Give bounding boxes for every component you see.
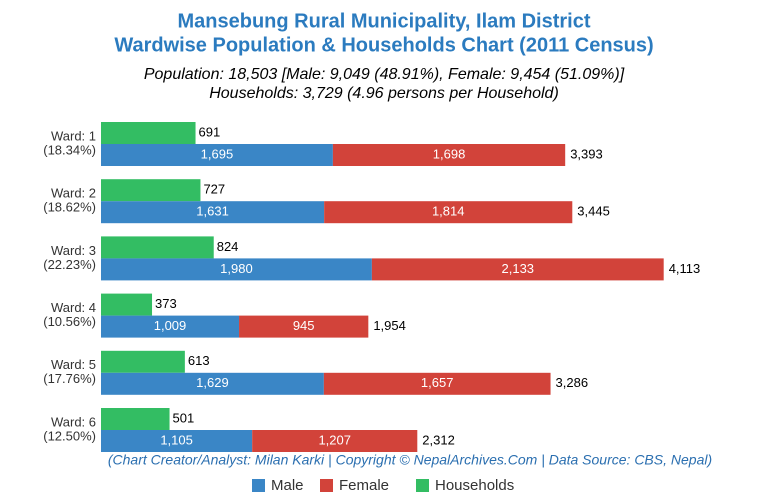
y-tick-label: (10.56%) — [43, 314, 96, 329]
y-tick-label: (18.62%) — [43, 200, 96, 215]
footer-note: (Chart Creator/Analyst: Milan Karki | Co… — [108, 452, 712, 468]
bar — [101, 236, 214, 259]
chart-title: Mansebung Rural Municipality, Ilam Distr… — [177, 10, 590, 32]
value-label: 1,698 — [433, 146, 466, 161]
bar — [101, 144, 333, 166]
value-label: 1,980 — [220, 261, 253, 276]
value-label: 1,814 — [432, 204, 465, 219]
y-tick-label: Ward: 2 — [51, 186, 96, 201]
value-label: 1,105 — [160, 432, 193, 447]
value-label: 1,657 — [421, 375, 454, 390]
bar — [101, 179, 201, 202]
bar — [101, 258, 372, 281]
value-label: 1,207 — [318, 432, 351, 447]
value-label: 613 — [188, 353, 210, 368]
bar — [101, 293, 153, 316]
total-label: 2,312 — [422, 432, 455, 447]
bar — [101, 430, 253, 452]
y-tick-label: (22.23%) — [43, 257, 96, 272]
legend-swatch — [416, 479, 429, 492]
chart-subtitle: Population: 18,503 [Male: 9,049 (48.91%)… — [144, 66, 625, 83]
chart-title: Wardwise Population & Households Chart (… — [114, 34, 653, 56]
value-label: 2,133 — [502, 261, 535, 276]
bar — [101, 315, 240, 338]
value-label: 727 — [203, 182, 225, 197]
bar — [101, 408, 170, 430]
value-label: 1,009 — [154, 318, 187, 333]
y-tick-label: Ward: 1 — [51, 128, 96, 143]
legend-label: Male — [271, 477, 304, 493]
bar — [371, 258, 664, 281]
bar — [252, 430, 418, 452]
value-label: 1,631 — [196, 204, 229, 219]
value-label: 945 — [293, 318, 315, 333]
y-tick-label: Ward: 4 — [51, 300, 96, 315]
total-label: 4,113 — [669, 261, 701, 276]
y-tick-label: Ward: 6 — [51, 414, 96, 429]
bar — [239, 315, 369, 338]
value-label: 501 — [173, 410, 195, 425]
total-label: 3,286 — [556, 375, 589, 390]
y-tick-label: (17.76%) — [43, 371, 96, 386]
legend-label: Households — [435, 477, 514, 493]
legend-label: Female — [339, 477, 389, 493]
bar — [332, 144, 566, 166]
y-tick-label: (12.50%) — [43, 428, 96, 443]
total-label: 1,954 — [373, 318, 406, 333]
bar — [101, 201, 325, 224]
bar — [324, 201, 573, 224]
y-tick-label: (18.34%) — [43, 142, 96, 157]
total-label: 3,445 — [577, 204, 610, 219]
value-label: 1,695 — [201, 146, 234, 161]
y-tick-label: Ward: 5 — [51, 357, 96, 372]
chart-subtitle: Households: 3,729 (4.96 persons per Hous… — [209, 85, 559, 102]
total-label: 3,393 — [570, 146, 603, 161]
bar — [101, 350, 185, 373]
bar — [101, 122, 196, 144]
y-tick-label: Ward: 3 — [51, 243, 96, 258]
value-label: 1,629 — [196, 375, 229, 390]
value-label: 373 — [155, 296, 177, 311]
legend-swatch — [320, 479, 333, 492]
bar — [323, 372, 551, 395]
legend-swatch — [252, 479, 265, 492]
bar — [101, 372, 324, 395]
value-label: 824 — [217, 239, 239, 254]
value-label: 691 — [199, 124, 221, 139]
